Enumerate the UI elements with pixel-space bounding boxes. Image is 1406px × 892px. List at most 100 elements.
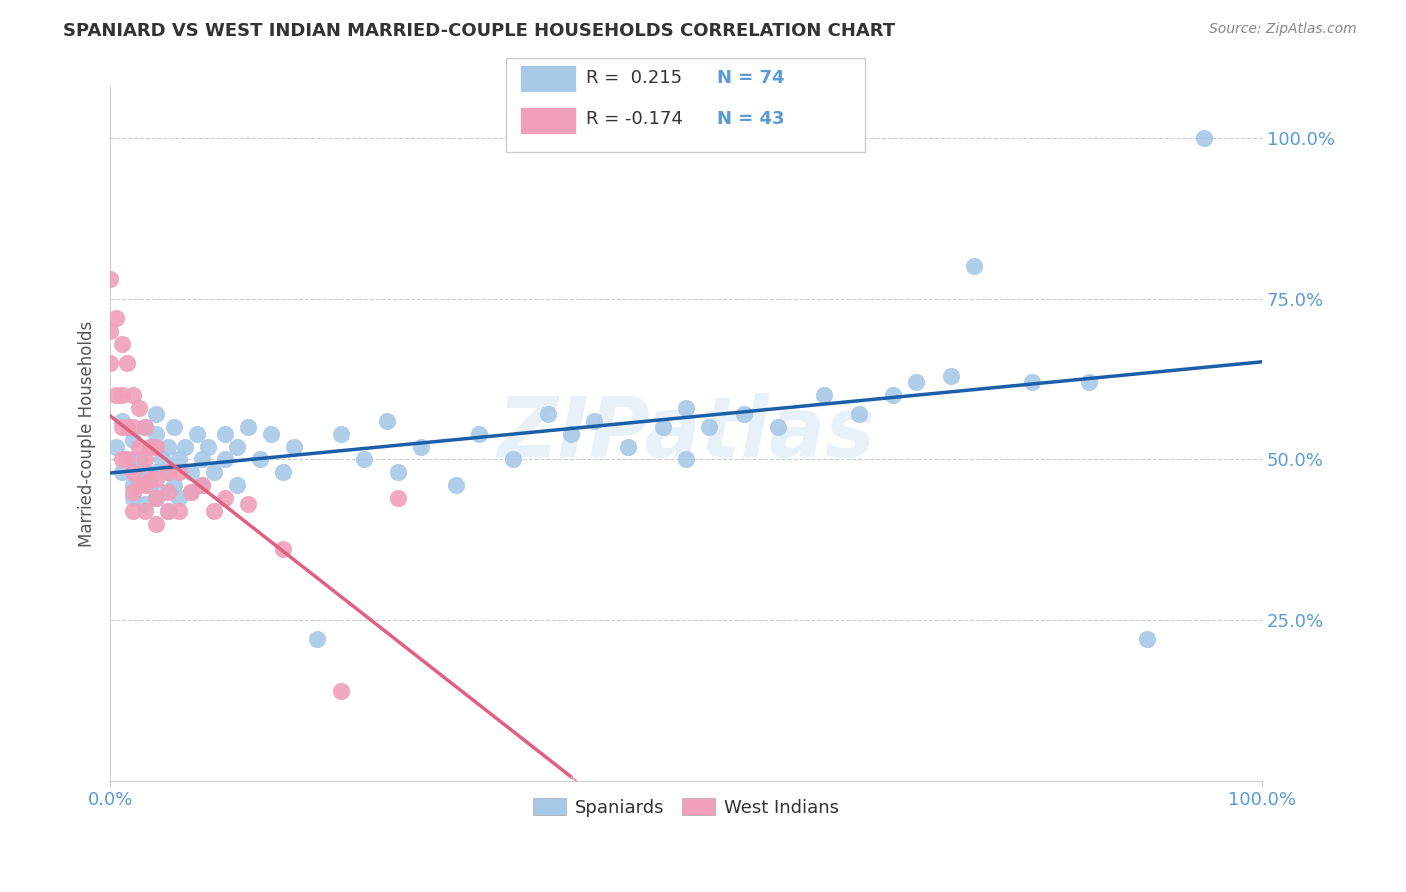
Point <box>387 491 409 505</box>
Point <box>145 408 167 422</box>
Point <box>375 414 398 428</box>
Point <box>122 388 145 402</box>
Point <box>98 356 121 370</box>
Point <box>145 472 167 486</box>
Text: N = 43: N = 43 <box>717 110 785 128</box>
Point <box>167 504 190 518</box>
Point <box>111 452 134 467</box>
Point <box>162 478 184 492</box>
Point <box>117 420 139 434</box>
Legend: Spaniards, West Indians: Spaniards, West Indians <box>526 791 846 824</box>
Point <box>139 472 162 486</box>
Point <box>134 420 156 434</box>
Point <box>882 388 904 402</box>
Point <box>675 452 697 467</box>
Point <box>191 478 214 492</box>
Text: Source: ZipAtlas.com: Source: ZipAtlas.com <box>1209 22 1357 37</box>
Point <box>238 420 260 434</box>
Point <box>167 491 190 505</box>
Point <box>387 465 409 479</box>
Point <box>186 426 208 441</box>
Text: N = 74: N = 74 <box>717 69 785 87</box>
Point <box>128 452 150 467</box>
Point <box>111 465 134 479</box>
Point <box>697 420 720 434</box>
Point <box>444 478 467 492</box>
Point <box>180 465 202 479</box>
Point <box>122 491 145 505</box>
Point <box>122 484 145 499</box>
Text: SPANIARD VS WEST INDIAN MARRIED-COUPLE HOUSEHOLDS CORRELATION CHART: SPANIARD VS WEST INDIAN MARRIED-COUPLE H… <box>63 22 896 40</box>
Point <box>271 542 294 557</box>
Point <box>848 408 870 422</box>
Point <box>733 408 755 422</box>
Point <box>939 368 962 383</box>
Point <box>156 440 179 454</box>
Point <box>411 440 433 454</box>
Point <box>156 504 179 518</box>
Point <box>813 388 835 402</box>
Point <box>1078 376 1101 390</box>
Point <box>249 452 271 467</box>
Point <box>214 452 236 467</box>
Point <box>111 388 134 402</box>
Point <box>150 452 173 467</box>
Point <box>156 465 179 479</box>
Point <box>963 260 986 274</box>
Point <box>145 491 167 505</box>
Point <box>98 324 121 338</box>
Point <box>329 426 352 441</box>
Point <box>191 452 214 467</box>
Point <box>117 356 139 370</box>
Point <box>353 452 375 467</box>
Point <box>582 414 605 428</box>
Point <box>134 478 156 492</box>
Point <box>502 452 524 467</box>
Point <box>1021 376 1043 390</box>
Point <box>139 440 162 454</box>
Point <box>150 484 173 499</box>
Point <box>117 452 139 467</box>
Point <box>111 414 134 428</box>
Point <box>117 420 139 434</box>
Point <box>156 504 179 518</box>
Text: ZIPatlas: ZIPatlas <box>498 393 875 475</box>
Text: R = -0.174: R = -0.174 <box>586 110 683 128</box>
Point <box>225 440 247 454</box>
Point <box>104 440 127 454</box>
Point <box>134 504 156 518</box>
Point <box>111 336 134 351</box>
Point <box>156 484 179 499</box>
Point <box>167 452 190 467</box>
Point <box>905 376 928 390</box>
Point <box>214 491 236 505</box>
Point <box>111 420 134 434</box>
Point <box>180 484 202 499</box>
Point <box>180 484 202 499</box>
Point <box>197 440 219 454</box>
Point <box>652 420 675 434</box>
Point <box>134 452 156 467</box>
Point <box>537 408 560 422</box>
Point <box>1136 632 1159 647</box>
Point <box>202 504 225 518</box>
Point <box>134 498 156 512</box>
Point <box>271 465 294 479</box>
Point <box>214 426 236 441</box>
Point <box>145 440 167 454</box>
Point <box>766 420 789 434</box>
Point <box>128 472 150 486</box>
Point <box>145 516 167 531</box>
Point <box>191 478 214 492</box>
Point <box>283 440 305 454</box>
Point <box>128 401 150 415</box>
Point <box>139 440 162 454</box>
Point <box>174 440 197 454</box>
Point <box>122 433 145 447</box>
Point <box>156 465 179 479</box>
Point <box>260 426 283 441</box>
Point <box>329 684 352 698</box>
Point <box>134 420 156 434</box>
Point <box>617 440 640 454</box>
Point <box>104 388 127 402</box>
